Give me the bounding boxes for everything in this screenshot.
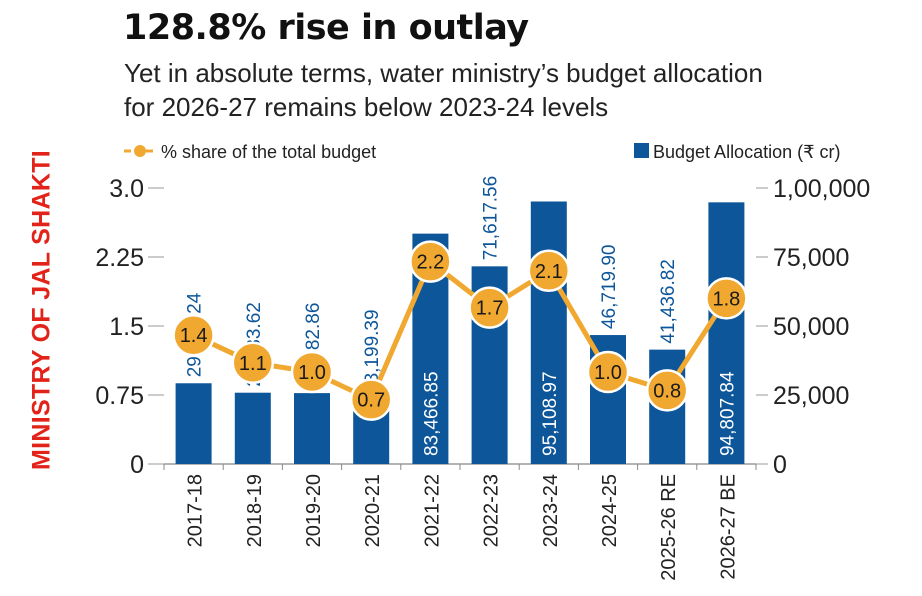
legend-circle-swatch: [134, 145, 146, 157]
bar: [530, 201, 567, 464]
left-axis-tick-label: 3.0: [109, 175, 144, 203]
left-axis-tick-label: 2.25: [95, 244, 144, 272]
left-axis-tick-label: 0.75: [95, 382, 144, 410]
share-point-label: 0.8: [653, 380, 681, 402]
x-tick-label: 2023-24: [540, 474, 562, 547]
share-point-label: 1.4: [180, 325, 208, 347]
bar: [294, 393, 330, 464]
share-point: [172, 313, 215, 357]
right-axis-tick-label: 75,000: [773, 244, 849, 272]
bar-value-label: 46,719.90: [599, 245, 620, 330]
share-point: [290, 350, 334, 394]
right-axis-tick-label: 0: [773, 451, 787, 479]
x-tick-label: 2017-18: [185, 474, 207, 547]
bar-value-labels: 29,252.2425,833.6225,682.8623,199.3983,4…: [185, 176, 739, 456]
legend-square-swatch: [634, 143, 649, 158]
x-tick-label: 2021-22: [421, 474, 443, 547]
chart-legend: % share of the total budget Budget Alloc…: [124, 142, 841, 162]
right-axis-tick-label: 50,000: [773, 313, 849, 341]
bar-value-label: 83,466.85: [421, 371, 442, 456]
subtitle-line-1: Yet in absolute terms, water ministry’s …: [124, 58, 763, 88]
x-tick-label: 2018-19: [244, 474, 266, 547]
left-axis-tick-label: 1.5: [109, 313, 144, 341]
share-point: [231, 341, 275, 385]
x-tick-label: 2020-21: [362, 474, 384, 547]
bar-value-label: 71,617.56: [481, 176, 502, 261]
share-point-label: 1.7: [476, 298, 504, 320]
share-point: [586, 350, 630, 394]
right-axis-tick-label: 1,00,000: [773, 175, 870, 203]
x-axis-labels: 2017-18 2018-19 2019-20 2020-21 2021-22 2022-…: [185, 474, 740, 581]
bar: [234, 392, 271, 464]
share-point-label: 2.2: [416, 252, 444, 274]
share-point: [527, 249, 571, 293]
share-point-label: 1.8: [712, 288, 740, 310]
share-point-label: 2.1: [535, 261, 563, 283]
share-point: [645, 369, 689, 412]
share-point: [468, 286, 511, 329]
x-tick-label: 2024-25: [599, 474, 621, 547]
share-point-label: 1.1: [239, 353, 267, 375]
bar-value-label: 95,108.97: [540, 371, 561, 456]
bar-value-label: 94,807.84: [717, 371, 738, 456]
legend-label-allocation: Budget Allocation (₹ cr): [653, 142, 841, 162]
left-axis-tick-label: 0: [130, 451, 144, 479]
share-point-label: 1.0: [298, 362, 326, 384]
share-line: [192, 259, 729, 403]
share-line-series: 1.4 1.1 1.0 0.7 2.2 1.7 2.1 1.0 0.8 1.8: [172, 240, 748, 421]
share-point: [705, 277, 748, 320]
x-tick-label: 2019-20: [303, 474, 325, 547]
share-point: [409, 240, 452, 283]
x-tick-label: 2025-26 RE: [658, 474, 680, 581]
bar: [175, 383, 212, 464]
legend-label-share: % share of the total budget: [161, 142, 376, 162]
right-axis-tick-label: 25,000: [773, 382, 849, 410]
share-point: [349, 378, 393, 421]
share-point-label: 0.7: [357, 390, 385, 412]
x-tick-label: 2022-23: [481, 474, 503, 547]
bar: [708, 202, 745, 464]
x-tick-label: 2026-27 BE: [717, 474, 739, 580]
bar-value-label: 41,436.82: [658, 259, 679, 344]
bar-value-label: 23,199.39: [362, 309, 383, 394]
share-point-label: 1.0: [594, 362, 622, 384]
subtitle-line-2: for 2026-27 remains below 2023-24 levels: [124, 92, 609, 122]
chart-title: 128.8% rise in outlay: [123, 8, 529, 48]
